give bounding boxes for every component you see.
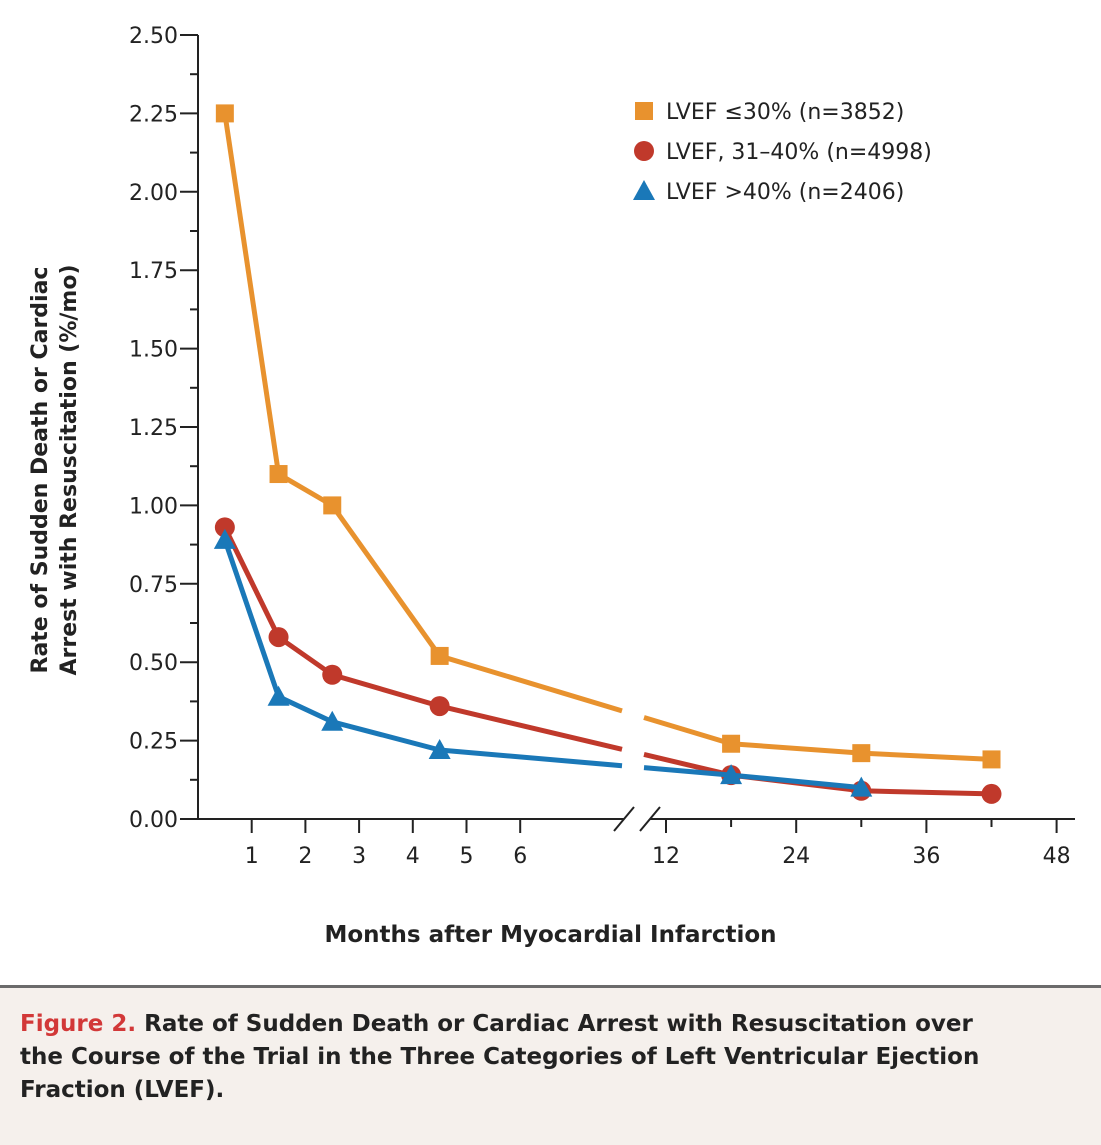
series-1-point [852, 744, 871, 763]
series-3-point [213, 528, 236, 549]
y-tick-label: 2.00 [129, 181, 178, 206]
series-3-point [267, 685, 290, 706]
series-1-point [722, 734, 741, 753]
series-2-line-segment [277, 635, 334, 677]
x-axis-break-mark [613, 806, 635, 832]
series-3-line-segment [277, 694, 334, 725]
x-tick-label: 12 [652, 844, 680, 869]
series-1-point [430, 646, 449, 665]
series-3-line-segment [643, 765, 732, 778]
figure-caption: Figure 2. Rate of Sudden Death or Cardia… [20, 1008, 1020, 1107]
y-tick-label: 1.00 [129, 494, 178, 519]
series-1-point [215, 104, 234, 123]
series-2-point [268, 627, 289, 648]
figure-number: Figure 2. [20, 1011, 137, 1037]
y-axis-label-line-1: Rate of Sudden Death or Cardiac [28, 266, 53, 674]
series-1-line-segment [438, 653, 623, 714]
legend-label-3: LVEF >40% (n=2406) [666, 180, 904, 205]
x-tick-label: 24 [782, 844, 810, 869]
series-1-line-segment [643, 715, 732, 747]
x-tick-label: 1 [245, 844, 259, 869]
series-3-line-segment [730, 772, 862, 791]
legend-label-1: LVEF ≤30% (n=3852) [666, 100, 904, 125]
series-3-point [850, 776, 873, 797]
series-1-point [269, 465, 288, 484]
y-tick-label: 1.50 [129, 338, 178, 363]
x-tick-label: 5 [460, 844, 474, 869]
series-1-point [323, 496, 342, 515]
x-axis-break-mark [639, 806, 661, 832]
series-3-point [428, 739, 451, 760]
x-tick-label: 48 [1043, 844, 1071, 869]
series-2-line-segment [331, 672, 441, 709]
series-3-line-segment [331, 719, 441, 753]
y-tick-label: 1.25 [129, 416, 178, 441]
series-3-point [720, 764, 743, 785]
legend-marker-1 [635, 102, 653, 120]
series-2-line-segment [439, 703, 623, 752]
y-tick-label: 0.00 [129, 808, 178, 833]
series-3-point [321, 710, 344, 731]
series-1-line-segment [861, 750, 992, 762]
series-2-point [981, 783, 1002, 804]
line-chart: 0.00 0.25 0.50 0.75 1.00 1.25 1.50 1.75 2.00 2.25… [129, 24, 1075, 869]
series-2-point [429, 696, 450, 717]
x-tick-label: 2 [298, 844, 312, 869]
figure-caption-text: Rate of Sudden Death or Cardiac Arrest w… [20, 1011, 980, 1103]
y-tick-label: 0.75 [129, 573, 178, 598]
legend-marker-3 [633, 180, 655, 200]
series-1-line-segment [330, 503, 442, 658]
legend-marker-2 [634, 141, 654, 161]
series-2-line-segment [861, 788, 992, 797]
x-tick-label: 36 [912, 844, 940, 869]
x-axis-label: Months after Myocardial Infarction [324, 922, 777, 948]
legend-label-2: LVEF, 31–40% (n=4998) [666, 140, 932, 165]
chart-figure: 0.00 0.25 0.50 0.75 1.00 1.25 1.50 1.75 2.00 2.25… [28, 24, 1075, 948]
y-axis-label-line-2: Arrest with Resuscitation (%/mo) [57, 264, 82, 676]
y-tick-label: 0.25 [129, 730, 178, 755]
figure-caption-panel: Figure 2. Rate of Sudden Death or Cardia… [0, 985, 1101, 1145]
x-tick-label: 4 [406, 844, 420, 869]
y-tick-label: 0.50 [129, 651, 178, 676]
x-tick-label: 3 [352, 844, 366, 869]
y-tick-label: 2.25 [129, 102, 178, 127]
x-tick-label: 6 [513, 844, 527, 869]
series-3-line-segment [439, 747, 623, 769]
y-tick-label: 2.50 [129, 24, 178, 49]
series-3-line-segment [222, 539, 281, 698]
y-tick-label: 1.75 [129, 259, 178, 284]
series-1-point [982, 750, 1001, 769]
series-1-line-segment [222, 113, 282, 475]
series-2-point [322, 664, 343, 685]
series-2-point [214, 517, 235, 538]
series-1-line-segment [730, 741, 862, 756]
